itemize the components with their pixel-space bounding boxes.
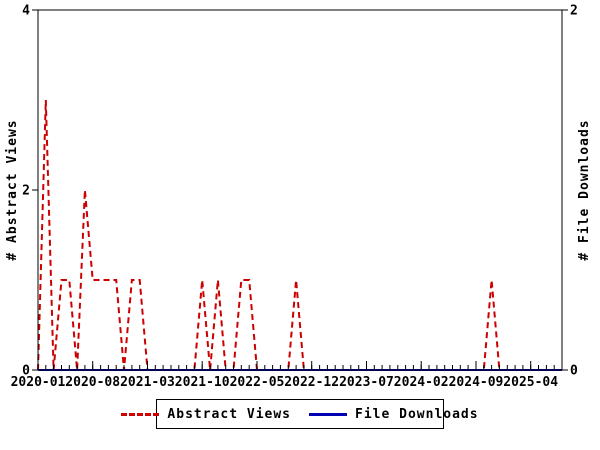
legend-label-abstract-views: Abstract Views — [167, 406, 291, 422]
svg-text:2022-12: 2022-12 — [284, 375, 339, 390]
svg-text:2021-03: 2021-03 — [120, 375, 175, 390]
svg-text:2: 2 — [570, 4, 578, 19]
chart-plot-area: # Abstract Views # File Downloads 2020-0… — [5, 4, 592, 391]
svg-text:2024-09: 2024-09 — [449, 375, 504, 390]
svg-text:2021-10: 2021-10 — [175, 375, 230, 390]
left-axis-title: # Abstract Views — [5, 119, 20, 260]
legend-dashed-line-swatch — [121, 412, 160, 416]
svg-text:2020-08: 2020-08 — [65, 375, 120, 390]
legend-solid-line-swatch — [309, 412, 347, 416]
svg-text:0: 0 — [22, 364, 30, 379]
svg-text:2023-07: 2023-07 — [339, 375, 394, 390]
svg-text:2022-05: 2022-05 — [230, 375, 285, 390]
svg-text:2024-02: 2024-02 — [394, 375, 449, 390]
svg-text:0: 0 — [570, 364, 578, 379]
legend-item-file-downloads: File Downloads — [309, 407, 479, 422]
legend-label-file-downloads: File Downloads — [355, 406, 479, 422]
plot-frame-and-series: 2020-01 2020-08 2021-03 2021-10 2022-05 2022-… — [11, 4, 578, 391]
svg-text:2025-04: 2025-04 — [503, 375, 558, 390]
svg-text:2: 2 — [22, 184, 30, 199]
svg-text:2020-01: 2020-01 — [11, 375, 66, 390]
legend-item-abstract-views: Abstract Views — [121, 407, 291, 422]
svg-text:4: 4 — [22, 4, 30, 19]
legend-box: Abstract Views File Downloads — [121, 399, 478, 429]
right-axis-title: # File Downloads — [577, 119, 592, 260]
